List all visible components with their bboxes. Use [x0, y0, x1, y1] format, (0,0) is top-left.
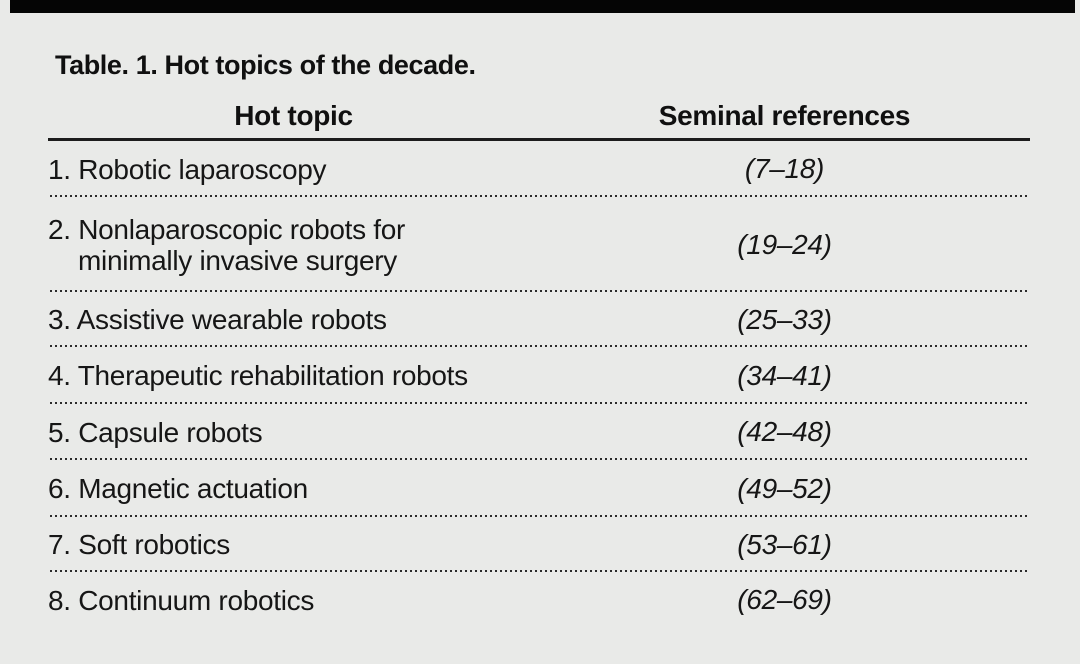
topic-text: 2. Nonlaparoscopic robots for [48, 213, 406, 245]
table-row: 5. Capsule robots (42–48) [48, 404, 1030, 460]
references-cell: (7–18) [744, 153, 825, 184]
table-row: 4. Therapeutic rehabilitation robots (34… [48, 347, 1030, 404]
topic-cell: 6. Magnetic actuation [48, 473, 539, 504]
table-row: 7. Soft robotics (53–61) [48, 517, 1030, 572]
table-row: 6. Magnetic actuation (49–52) [48, 460, 1030, 517]
column-header-hot-topic: Hot topic [234, 100, 353, 131]
topic-text: 1. Robotic laparoscopy [48, 153, 327, 185]
topic-text: 5. Capsule robots [48, 416, 263, 448]
topic-text: 4. Therapeutic rehabilitation robots [48, 360, 468, 391]
table-header-row: Hot topic Seminal references [48, 94, 1030, 141]
topic-cell: 4. Therapeutic rehabilitation robots [48, 360, 539, 391]
references-cell: (19–24) [737, 228, 832, 260]
references-cell: (49–52) [737, 472, 832, 504]
topic-text: 3. Assistive wearable robots [48, 304, 387, 335]
table-title: Table. 1. Hot topics of the decade. [55, 50, 476, 80]
topic-cell: 5. Capsule robots [48, 417, 539, 448]
table-row: 8. Continuum robotics (62–69) [48, 572, 1030, 628]
topic-cell: 7. Soft robotics [48, 529, 539, 560]
table-row: 3. Assistive wearable robots (25–33) [48, 292, 1030, 347]
topic-cell: 2. Nonlaparoscopic robots for minimally … [48, 214, 539, 276]
references-cell: (25–33) [737, 303, 832, 335]
topic-cell: 3. Assistive wearable robots [48, 304, 539, 335]
table-row: 1. Robotic laparoscopy (7–18) [48, 141, 1030, 197]
references-cell: (42–48) [737, 416, 832, 447]
table-container: Table. 1. Hot topics of the decade. Hot … [48, 40, 1030, 628]
topic-cell: 1. Robotic laparoscopy [48, 154, 539, 185]
references-cell: (62–69) [737, 584, 832, 615]
topic-text: 8. Continuum robotics [48, 584, 315, 616]
section-divider-bar [10, 0, 1075, 13]
column-header-seminal-references: Seminal references [658, 100, 911, 131]
topic-text: 7. Soft robotics [48, 529, 230, 560]
topic-text-line2: minimally invasive surgery [78, 244, 397, 276]
topic-text: 6. Magnetic actuation [48, 473, 308, 504]
topic-cell: 8. Continuum robotics [48, 585, 539, 616]
references-cell: (53–61) [737, 528, 832, 560]
table-row: 2. Nonlaparoscopic robots for minimally … [48, 197, 1030, 292]
references-cell: (34–41) [737, 359, 832, 391]
